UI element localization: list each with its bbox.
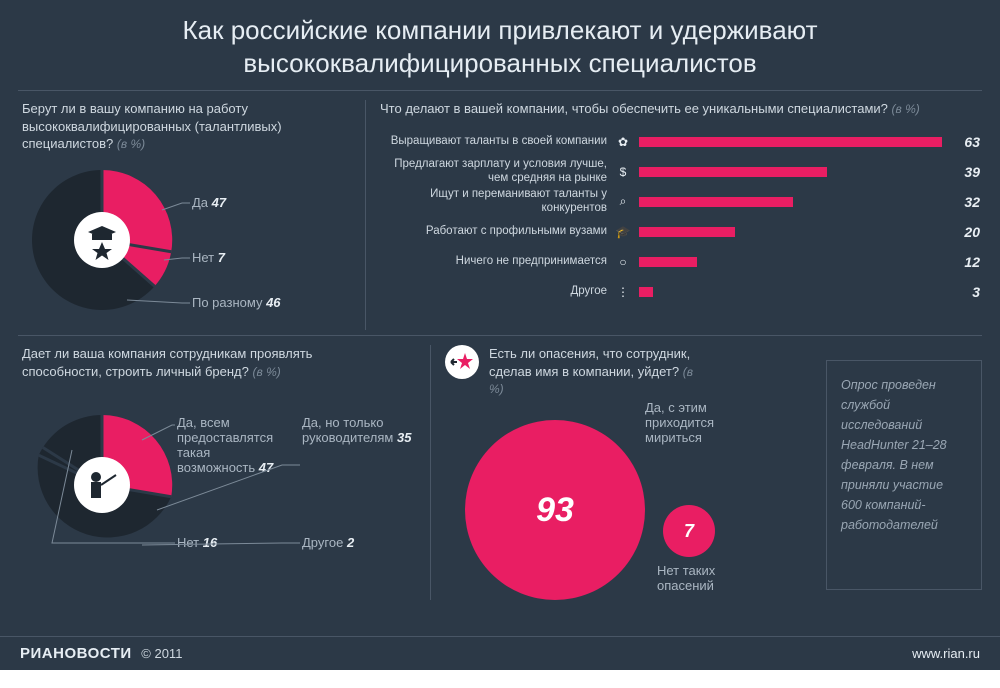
bar-row: Другое⋮ 3 bbox=[380, 280, 980, 304]
bar-fill bbox=[639, 167, 827, 177]
q3-label-4: Нет 16 bbox=[177, 535, 217, 550]
bar-row: Предлагают зарплату и условия лучше, чем… bbox=[380, 160, 980, 184]
bar-row: Ищут и переманивают таланты у конкуренто… bbox=[380, 190, 980, 214]
bar-row: Ничего не предпринимается○ 12 bbox=[380, 250, 980, 274]
survey-note: Опрос проведен службой исследований Head… bbox=[826, 360, 982, 590]
footer-brand: РИАНОВОСТИ bbox=[20, 645, 132, 662]
bar-label: Работают с профильными вузами bbox=[380, 225, 615, 239]
q4-label-yes: Да, с этим приходится мириться bbox=[645, 400, 755, 445]
divider-v1 bbox=[365, 100, 366, 330]
q2-block: Что делают в вашей компании, чтобы обесп… bbox=[380, 100, 980, 310]
footer-url: www.rian.ru bbox=[912, 646, 980, 661]
footer-copyright: © 2011 bbox=[141, 646, 182, 661]
q1-pie bbox=[22, 160, 182, 320]
bar-label: Ничего не предпринимается bbox=[380, 255, 615, 269]
dollar-icon: $ bbox=[615, 164, 631, 180]
bar-label: Другое bbox=[380, 285, 615, 299]
bar-fill bbox=[639, 257, 697, 267]
bar-fill bbox=[639, 227, 735, 237]
q4-block: Есть ли опасения, что сотрудник, сделав … bbox=[445, 345, 815, 398]
divider-top bbox=[18, 90, 982, 91]
bar-value: 3 bbox=[950, 284, 980, 300]
q4-bubble-small: 7 bbox=[663, 505, 715, 557]
bar-label: Ищут и переманивают таланты у конкуренто… bbox=[380, 188, 615, 216]
infographic-canvas: Как российские компании привлекают и уде… bbox=[0, 0, 1000, 670]
q1-label-yes: Да 47 bbox=[192, 195, 226, 210]
q3-label-2: Да, но только руководителям 35 bbox=[302, 415, 412, 445]
q4-bubble-big: 93 bbox=[465, 420, 645, 600]
bar-track bbox=[639, 227, 942, 237]
q4-question-text: Есть ли опасения, что сотрудник, сделав … bbox=[489, 346, 690, 379]
sprout-icon: ✿ bbox=[615, 134, 631, 150]
bar-fill bbox=[639, 287, 653, 297]
q1-question: Берут ли в вашу компанию на работу высок… bbox=[22, 100, 352, 153]
q1-label-no: Нет 7 bbox=[192, 250, 225, 265]
divider-mid bbox=[18, 335, 982, 336]
bar-track bbox=[639, 137, 942, 147]
q1-block: Берут ли в вашу компанию на работу высок… bbox=[22, 100, 352, 153]
bar-fill bbox=[639, 137, 942, 147]
dots-icon: ⋮ bbox=[615, 284, 631, 300]
bar-track bbox=[639, 167, 942, 177]
q2-bars: Выращивают таланты в своей компании✿ 63 Пр… bbox=[380, 130, 980, 304]
bar-track bbox=[639, 257, 942, 267]
main-title: Как российские компании привлекают и уде… bbox=[0, 0, 1000, 87]
q1-unit: (в %) bbox=[117, 137, 145, 151]
bar-row: Работают с профильными вузами🎓 20 bbox=[380, 220, 980, 244]
bar-value: 63 bbox=[950, 134, 980, 150]
bar-fill bbox=[639, 197, 793, 207]
q1-question-text: Берут ли в вашу компанию на работу высок… bbox=[22, 101, 282, 151]
q1-label-mixed: По разному 46 bbox=[192, 295, 281, 310]
q2-question-text: Что делают в вашей компании, чтобы обесп… bbox=[380, 101, 888, 116]
bar-track bbox=[639, 287, 942, 297]
q3-block: Дает ли ваша компания сотрудникам проявл… bbox=[22, 345, 422, 380]
q4-question: Есть ли опасения, что сотрудник, сделав … bbox=[489, 345, 709, 398]
bar-value: 32 bbox=[950, 194, 980, 210]
q3-label-3: Другое 2 bbox=[302, 535, 354, 550]
bar-label: Выращивают таланты в своей компании bbox=[380, 135, 615, 149]
bar-value: 12 bbox=[950, 254, 980, 270]
bar-label: Предлагают зарплату и условия лучше, чем… bbox=[380, 158, 615, 186]
q3-question: Дает ли ваша компания сотрудникам проявл… bbox=[22, 345, 322, 380]
bar-value: 20 bbox=[950, 224, 980, 240]
q3-pie bbox=[22, 405, 182, 565]
footer-left: РИАНОВОСТИ © 2011 bbox=[20, 645, 182, 662]
circle-icon: ○ bbox=[615, 254, 631, 270]
star-arrow-icon bbox=[445, 345, 479, 379]
q4-label-no: Нет таких опасений bbox=[657, 563, 737, 593]
footer: РИАНОВОСТИ © 2011 www.rian.ru bbox=[0, 636, 1000, 670]
q2-unit: (в %) bbox=[892, 102, 920, 116]
q3-unit: (в %) bbox=[253, 365, 281, 379]
magnifier-icon: ⌕ bbox=[615, 194, 631, 210]
bar-value: 39 bbox=[950, 164, 980, 180]
bar-track bbox=[639, 197, 942, 207]
divider-v2 bbox=[430, 345, 431, 600]
graduation-icon: 🎓 bbox=[615, 224, 631, 240]
bar-row: Выращивают таланты в своей компании✿ 63 bbox=[380, 130, 980, 154]
q2-question: Что делают в вашей компании, чтобы обесп… bbox=[380, 100, 980, 118]
q3-label-1: Да, всем предоставлятся такая возможност… bbox=[177, 415, 287, 475]
